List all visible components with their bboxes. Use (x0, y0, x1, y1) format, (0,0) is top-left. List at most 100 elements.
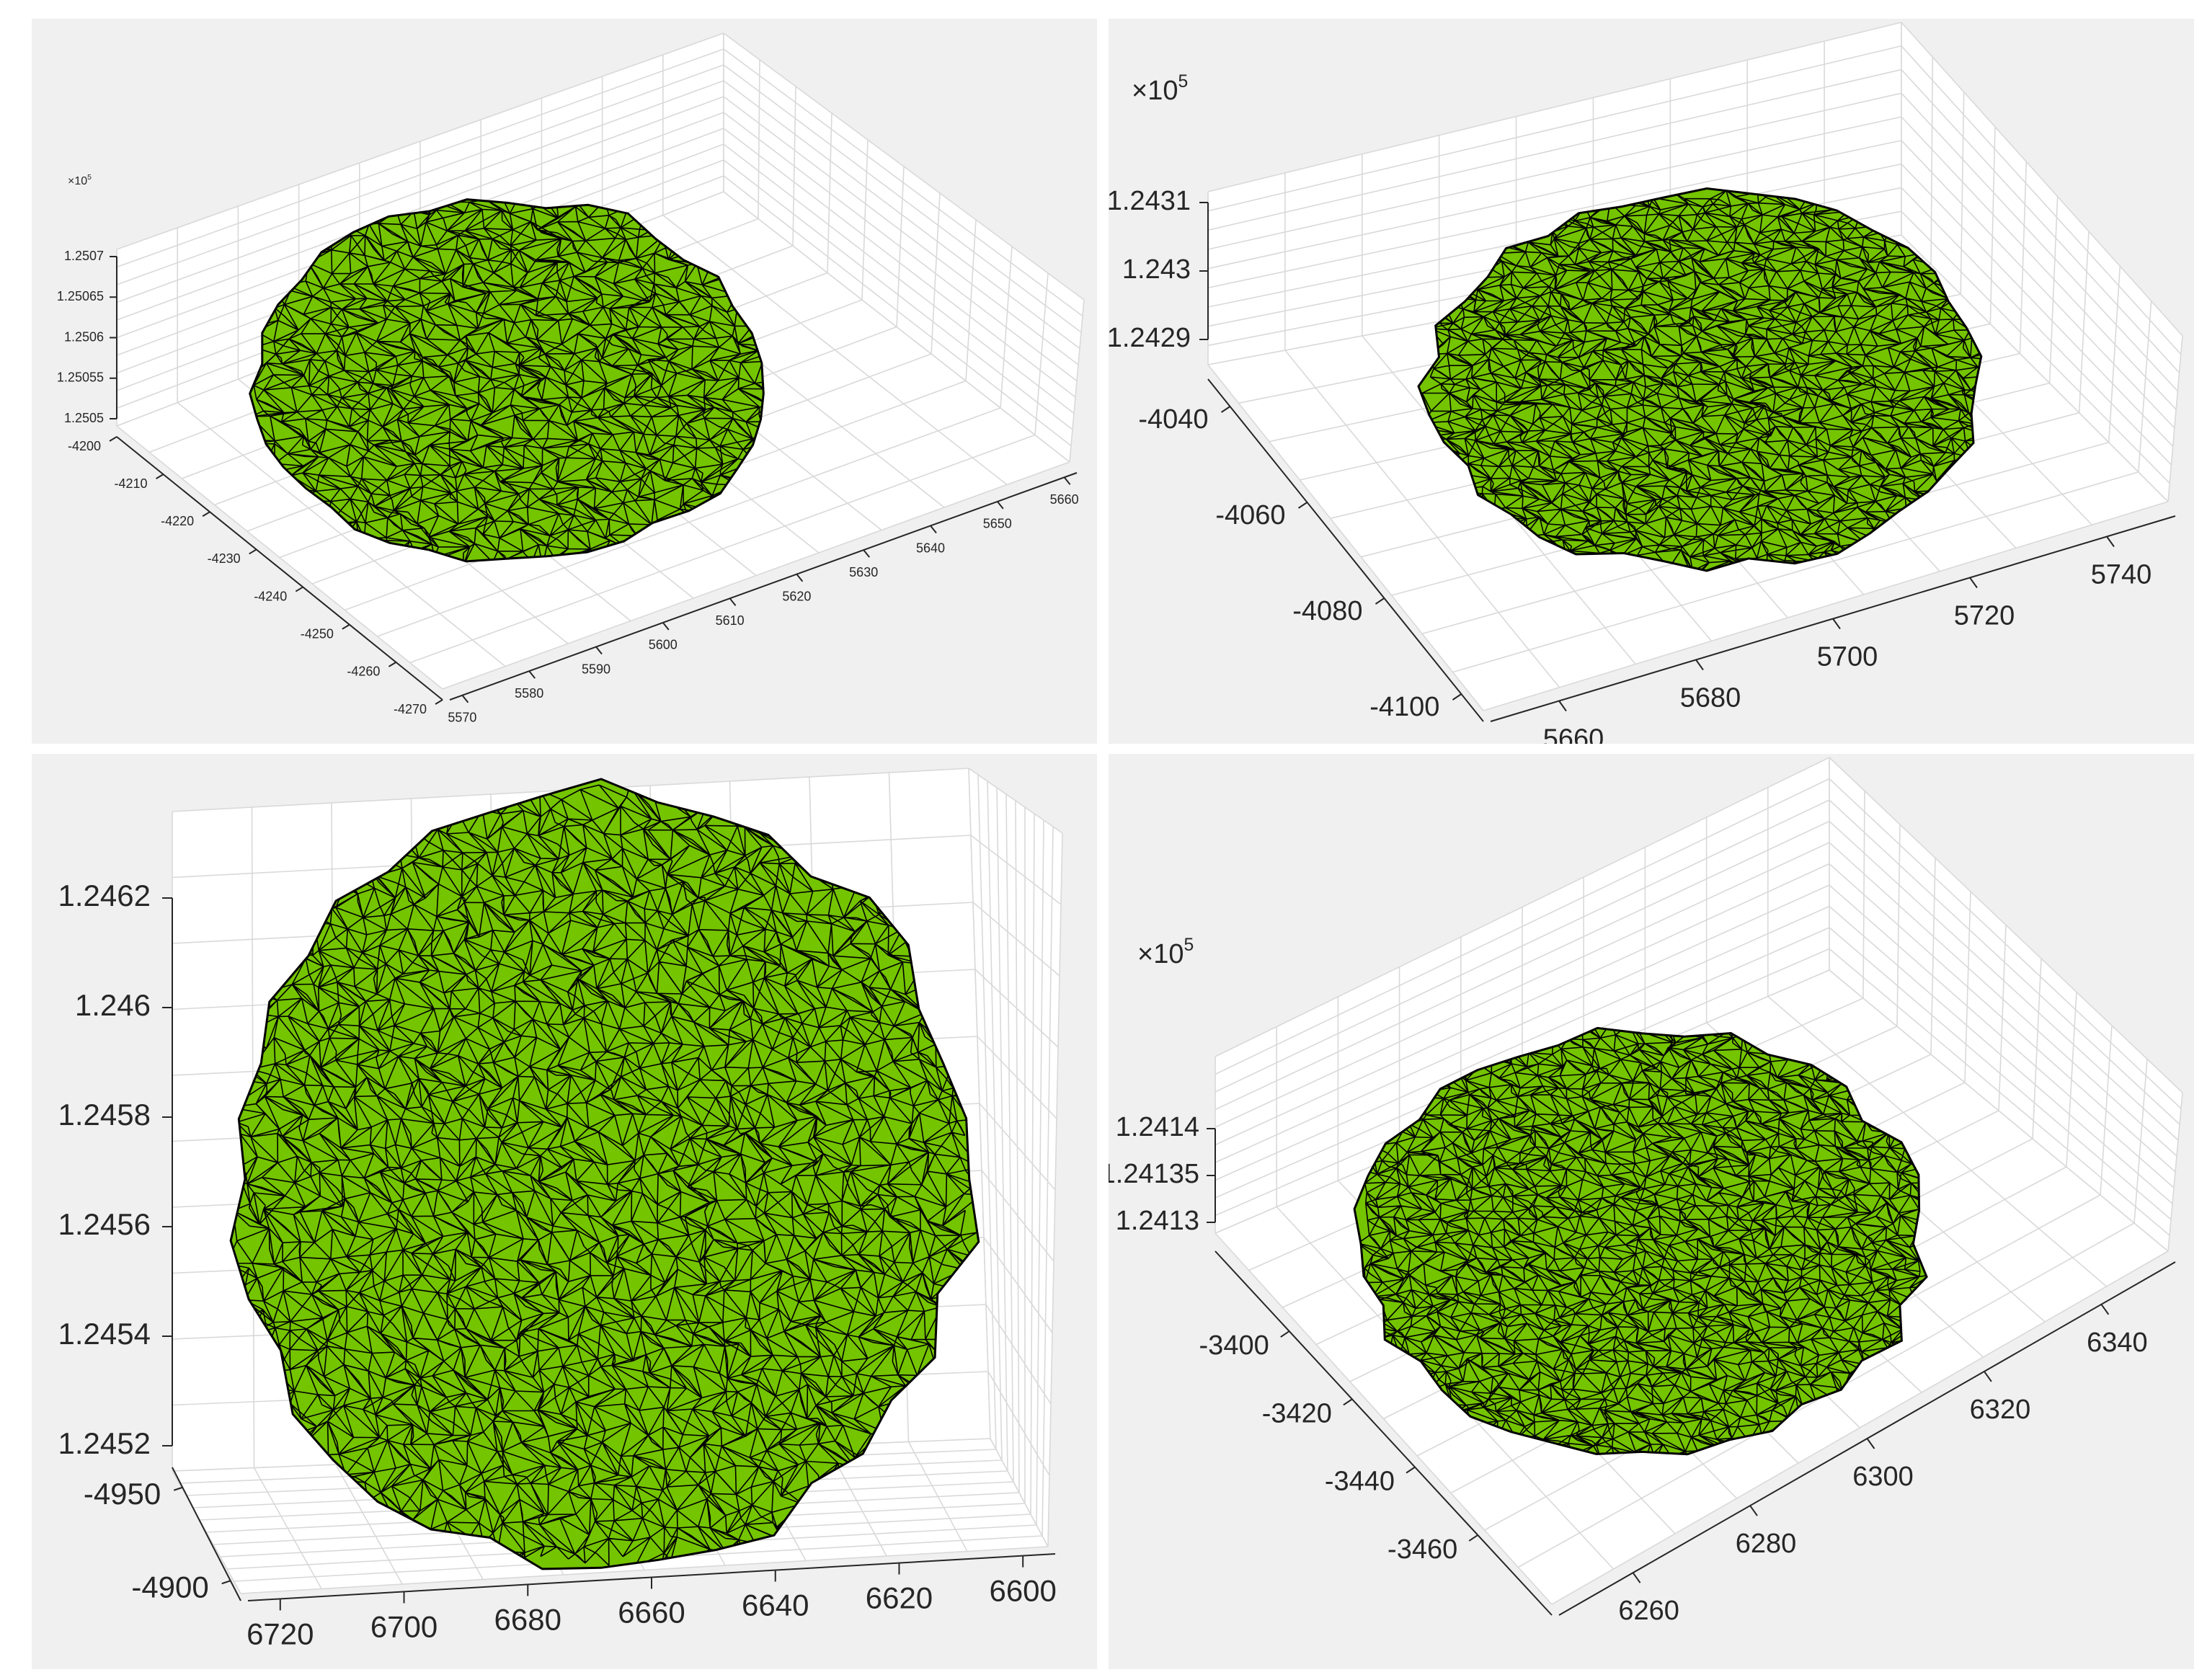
grid-line (662, 214, 1008, 486)
grid-line (1829, 884, 2175, 1188)
tick-label: -3420 (1262, 1398, 1332, 1428)
tick-mark (342, 623, 350, 630)
tick-label: 6640 (742, 1588, 809, 1622)
tick-mark (1297, 502, 1308, 509)
tick-mark (1221, 406, 1231, 413)
grid-line (1207, 22, 1902, 192)
tick-mark (595, 646, 603, 655)
grid-line (1901, 116, 2177, 410)
tick-label: 5740 (2091, 560, 2152, 590)
tick-label: 5660 (1050, 492, 1079, 507)
tick-label: -3460 (1387, 1534, 1457, 1565)
grid-line (983, 1237, 1053, 1333)
y-axis-line (116, 436, 443, 701)
tick-label: 1.2507 (64, 249, 104, 263)
grid-line (1069, 299, 1085, 463)
z-axis: 1.2462 1.246 1.2458 1.2456 1.2454 1.2452 (58, 879, 173, 1460)
y-axis: -4200 -4210 -4220 -4230 -4240 -4250 -4260 -4270 (68, 436, 443, 716)
tick-label: -4230 (208, 551, 241, 566)
x-axis: 5570 5580 5590 5600 5610 5620 5630 5640 5650 5660 (448, 472, 1079, 724)
tick-label: 6320 (1970, 1395, 2031, 1425)
tick-label: 6720 (247, 1617, 314, 1650)
grid-line (2048, 196, 2059, 383)
grid-line (931, 192, 941, 355)
y-axis-line (172, 1467, 241, 1601)
tick-mark (1984, 1371, 1992, 1382)
exponent-power: 5 (87, 174, 92, 182)
grid-line (1829, 969, 2169, 1252)
tick-mark (1452, 693, 1462, 701)
tick-mark (1866, 1438, 1875, 1449)
tick-label: 5600 (649, 638, 678, 652)
tick-label: 1.2506 (64, 329, 104, 344)
exponent-base: ×10 (68, 175, 87, 187)
exponent-label: ×105 (68, 174, 92, 187)
tick-label: 5640 (916, 541, 945, 555)
grid-line (896, 166, 905, 327)
exponent-base: ×10 (1137, 939, 1184, 969)
tick-label: 5720 (1954, 601, 2015, 631)
tick-label: -4210 (115, 476, 148, 491)
grid-line (1207, 68, 1902, 231)
exponent-power: 5 (1184, 935, 1194, 955)
plot-svg: 1.2431 1.243 1.2429 -4040 -4060 -4080 -4100 566… (1109, 22, 2183, 744)
y-axis: -4040 -4060 -4080 -4100 (1138, 378, 1484, 722)
grid-line (1551, 1250, 2169, 1605)
y-axis: -4950 -4900 (84, 1467, 241, 1604)
tick-mark (863, 549, 870, 558)
tick-mark (1558, 700, 1567, 712)
grid-line (377, 407, 1001, 637)
grid-line (1960, 92, 1965, 295)
grid-line (1901, 92, 2178, 392)
grid-line (1214, 905, 1830, 1181)
z-axis: 1.2507 1.25065 1.2506 1.25055 1.2505 (57, 249, 117, 425)
grid-line (1901, 140, 2175, 429)
tick-label: -4220 (161, 514, 194, 528)
y-axis: -3400 -3420 -3440 -3460 (1199, 1250, 1553, 1616)
tick-mark (1280, 1330, 1290, 1338)
grid-line (987, 1371, 1050, 1476)
grid-line (723, 175, 1072, 447)
tick-mark (997, 501, 1004, 510)
tick-mark (173, 1486, 183, 1491)
tick-label: 5590 (582, 662, 610, 676)
grid-line (1214, 884, 1830, 1163)
grid-line (1036, 819, 1044, 1526)
surface-mesh (229, 778, 980, 1570)
grid-line (723, 191, 1070, 463)
tick-label: 1.2458 (58, 1098, 151, 1132)
tick-mark (1375, 597, 1385, 605)
tick-label: 1.2429 (1109, 323, 1191, 353)
mesh-plot-bottom-right: 1.2414 1.24135 1.2413 -3400 -3420 -3440 -3460 6… (1109, 754, 2194, 1669)
x-axis: 6720 6700 6680 6660 6640 6620 6600 (247, 1553, 1057, 1650)
tick-label: 1.2413 (1116, 1206, 1199, 1236)
tick-mark (295, 586, 303, 592)
grid-line (1042, 826, 1054, 1537)
tick-label: -4080 (1292, 596, 1362, 626)
tick-label: 5570 (448, 710, 476, 724)
grid-line (2032, 958, 2042, 1139)
tick-mark (1969, 577, 1978, 589)
tick-label: 1.2505 (64, 411, 104, 425)
tick-label: 6340 (2087, 1328, 2148, 1358)
tick-mark (461, 695, 469, 703)
grid-line (1829, 927, 2172, 1220)
grid-line (1034, 272, 1049, 435)
tick-mark (1832, 618, 1841, 630)
axes-plane (724, 33, 1084, 462)
tick-mark (1343, 1398, 1353, 1406)
x-axis-line (449, 472, 1078, 701)
y-axis-line (1207, 378, 1484, 722)
grid-line (1767, 995, 2108, 1287)
tick-mark (1063, 476, 1071, 485)
exponent-label: ×105 (1132, 72, 1188, 106)
tick-label: 5580 (515, 686, 543, 701)
tick-label: 1.2452 (58, 1426, 151, 1460)
y-axis-line (1214, 1250, 1553, 1616)
grid-line (723, 159, 1073, 430)
grid-line (409, 434, 1036, 664)
exponent-label: ×105 (1137, 935, 1194, 969)
z-axis: 1.2414 1.24135 1.2413 (1109, 1112, 1216, 1236)
tick-label: 5610 (716, 613, 745, 628)
tick-label: 1.24135 (1109, 1159, 1199, 1189)
